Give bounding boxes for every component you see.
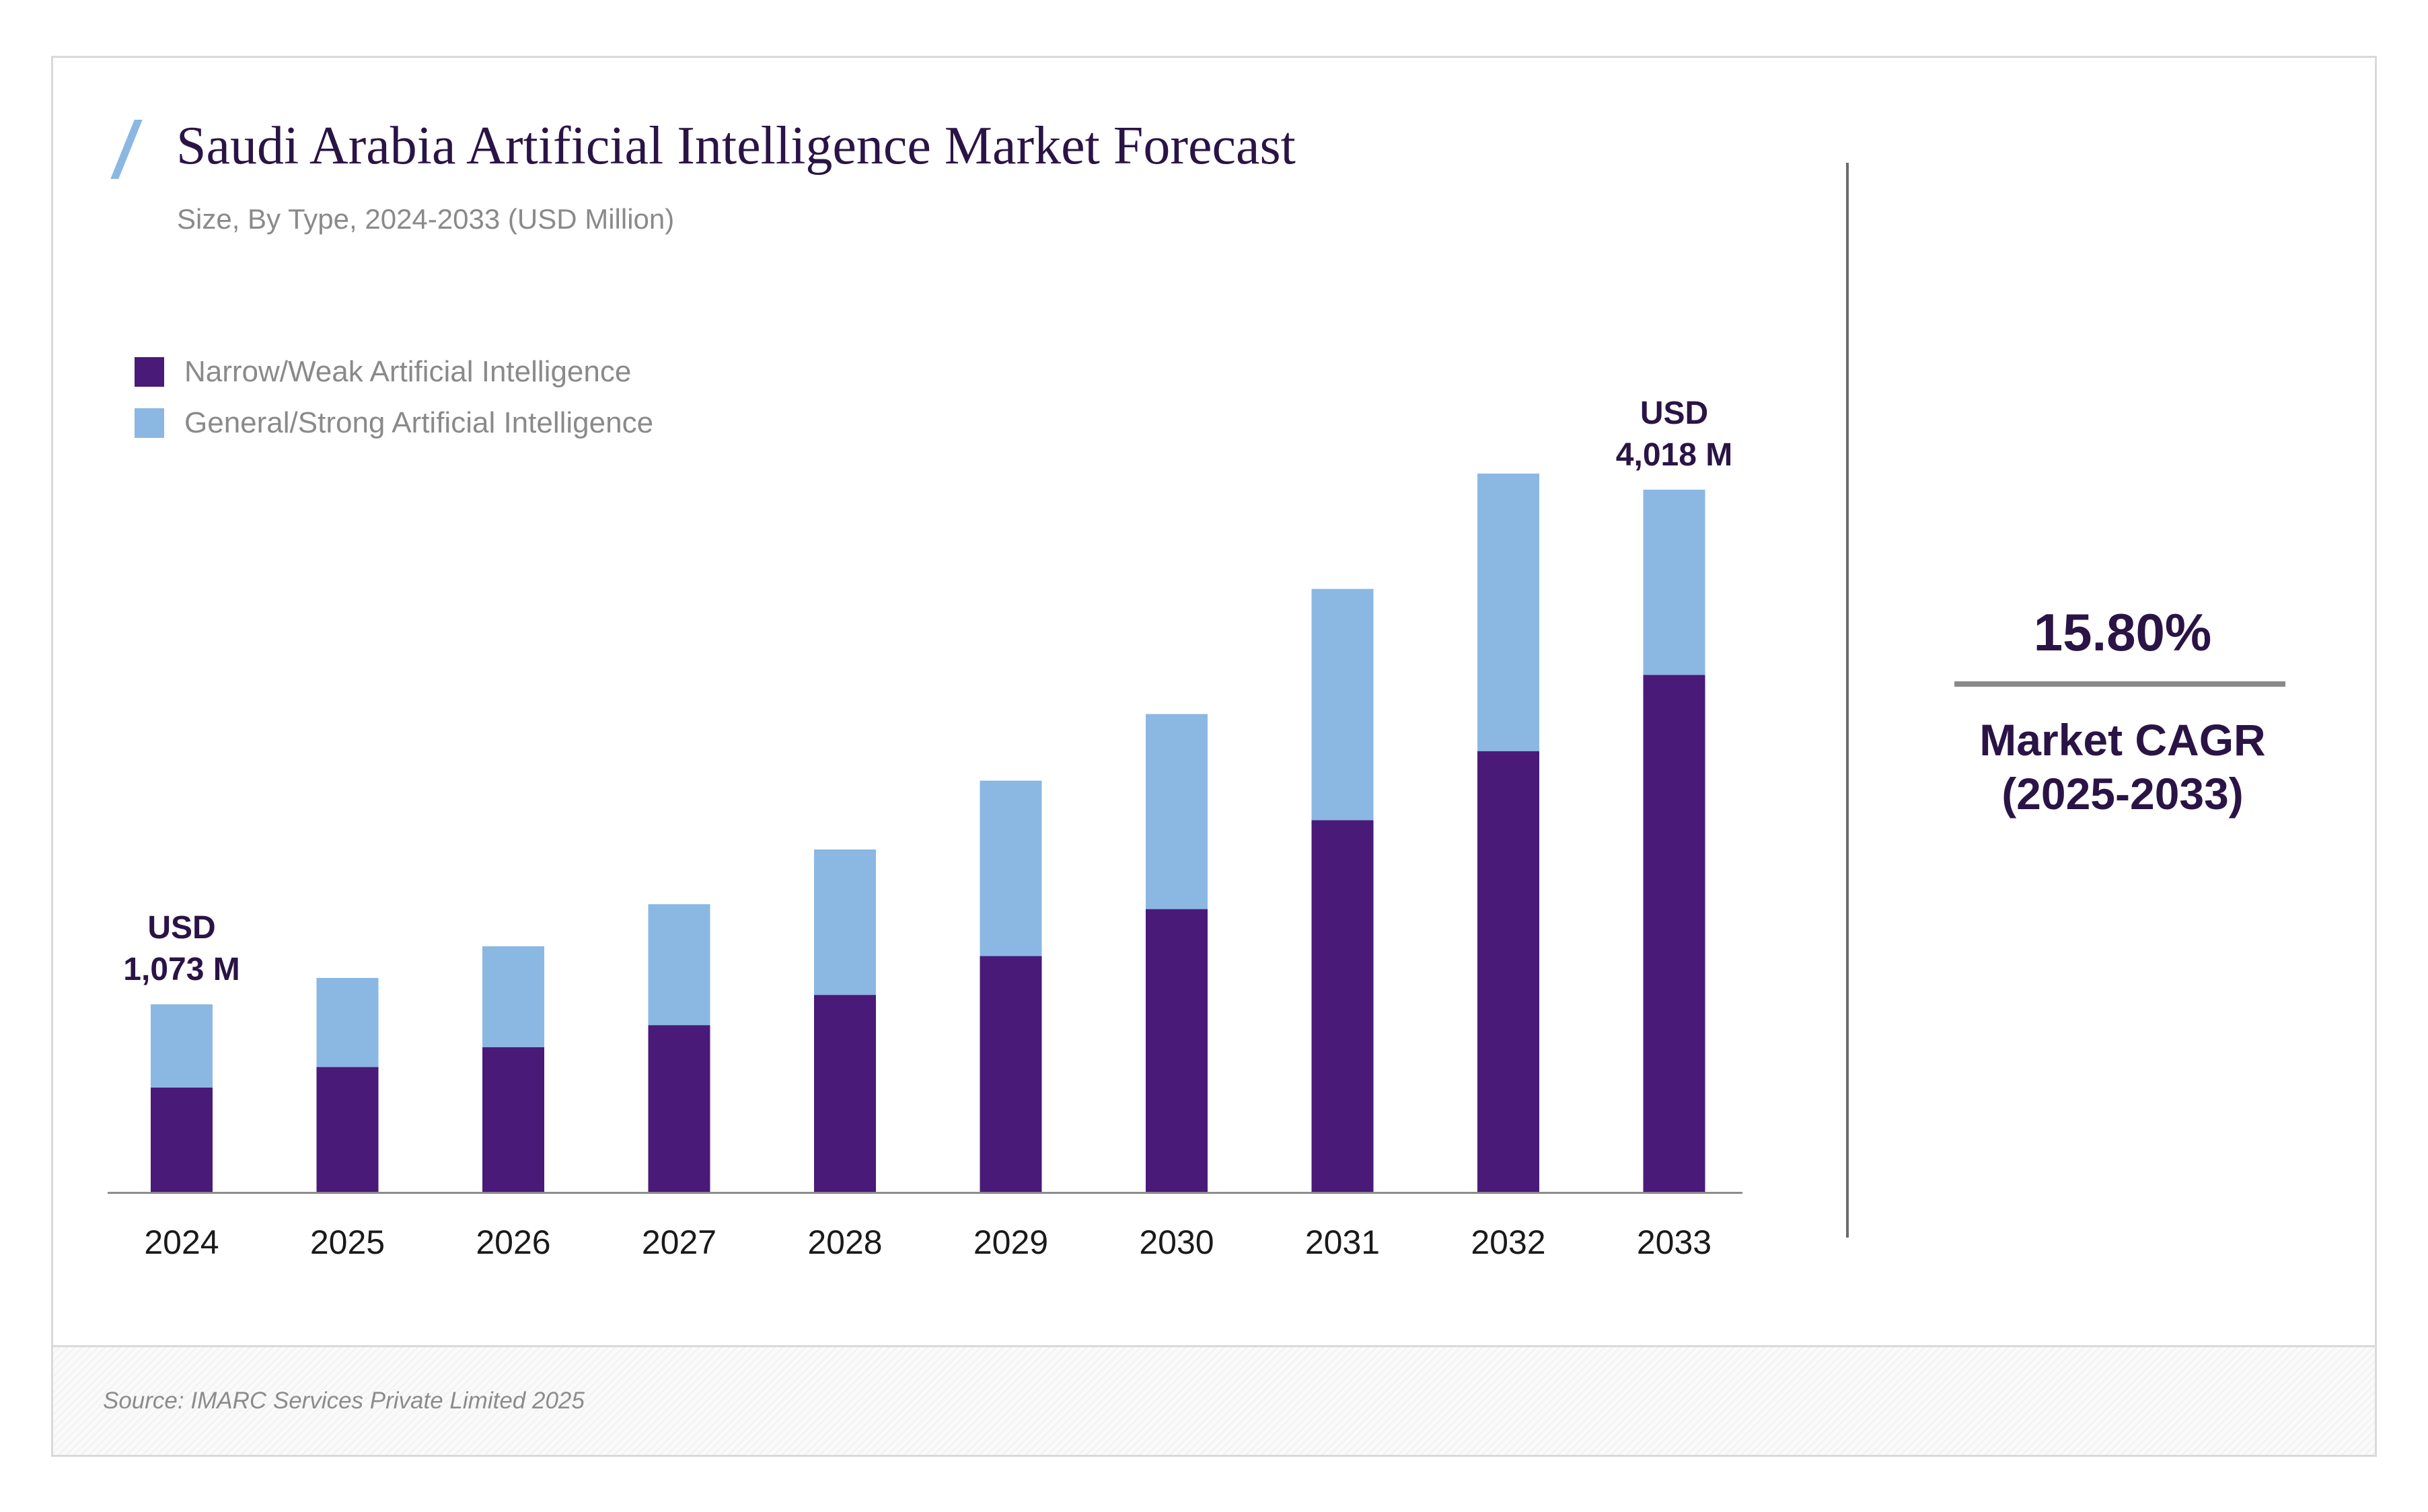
bar-2027-general-ai bbox=[648, 904, 710, 1026]
cagr-label-line1: Market CAGR bbox=[1979, 715, 2266, 765]
bar-2025-general-ai bbox=[316, 977, 379, 1067]
x-tick-label-2028: 2028 bbox=[807, 1223, 882, 1261]
bar-2031-general-ai bbox=[1311, 589, 1374, 821]
cagr-value: 15.80% bbox=[2033, 603, 2212, 662]
bar-2028-general-ai bbox=[814, 849, 876, 995]
legend-label-narrow-ai: Narrow/Weak Artificial Intelligence bbox=[184, 355, 632, 388]
bar-2026-narrow-ai bbox=[482, 1047, 544, 1192]
legend-swatch-narrow-ai bbox=[135, 357, 164, 387]
total-label-2033-line2: 4,018 M bbox=[1616, 437, 1732, 473]
x-tick-label-2030: 2030 bbox=[1139, 1223, 1214, 1261]
bar-2033-narrow-ai bbox=[1643, 675, 1705, 1192]
x-tick-label-2025: 2025 bbox=[310, 1223, 385, 1261]
bar-2032-general-ai bbox=[1477, 474, 1539, 751]
x-tick-label-2031: 2031 bbox=[1305, 1223, 1380, 1261]
chart-frame bbox=[51, 56, 2377, 1457]
total-label-2024-line1: USD bbox=[147, 910, 215, 946]
bar-2026-general-ai bbox=[482, 946, 544, 1047]
total-label-2024-line2: 1,073 M bbox=[123, 952, 240, 987]
x-tick-label-2032: 2032 bbox=[1471, 1223, 1545, 1261]
legend: Narrow/Weak Artificial Intelligence Gene… bbox=[135, 346, 653, 449]
source-note: Source: IMARC Services Private Limited 2… bbox=[103, 1388, 585, 1414]
bar-2028-narrow-ai bbox=[814, 995, 876, 1192]
cagr-label-line2: (2025-2033) bbox=[2001, 769, 2244, 819]
bar-2030-general-ai bbox=[1146, 714, 1208, 909]
bar-2032-narrow-ai bbox=[1477, 751, 1539, 1192]
x-tick-label-2029: 2029 bbox=[973, 1223, 1048, 1261]
cagr-underline bbox=[1954, 681, 2285, 687]
bar-2031-narrow-ai bbox=[1311, 820, 1374, 1192]
bar-2025-narrow-ai bbox=[316, 1067, 379, 1192]
bar-2024-general-ai bbox=[151, 1004, 213, 1088]
bar-2024-narrow-ai bbox=[151, 1087, 213, 1192]
x-tick-label-2024: 2024 bbox=[144, 1223, 219, 1261]
bar-2029-narrow-ai bbox=[980, 956, 1042, 1192]
legend-label-general-ai: General/Strong Artificial Intelligence bbox=[184, 406, 654, 439]
x-tick-label-2033: 2033 bbox=[1637, 1223, 1712, 1261]
total-label-2033-line1: USD bbox=[1640, 395, 1708, 431]
bar-2029-general-ai bbox=[980, 780, 1042, 956]
x-tick-label-2027: 2027 bbox=[642, 1223, 716, 1261]
cagr-label: Market CAGR (2025-2033) bbox=[1938, 713, 2308, 821]
legend-item-general-ai: General/Strong Artificial Intelligence bbox=[135, 398, 653, 449]
chart-title: Saudi Arabia Artificial Intelligence Mar… bbox=[176, 116, 1296, 176]
chart-subtitle: Size, By Type, 2024-2033 (USD Million) bbox=[177, 203, 675, 235]
bar-2027-narrow-ai bbox=[648, 1025, 710, 1192]
bar-2030-narrow-ai bbox=[1146, 909, 1208, 1192]
legend-item-narrow-ai: Narrow/Weak Artificial Intelligence bbox=[135, 346, 653, 398]
bar-2033-general-ai bbox=[1643, 490, 1705, 675]
legend-swatch-general-ai bbox=[135, 408, 164, 438]
vertical-divider bbox=[1846, 163, 1849, 1238]
footer: Source: IMARC Services Private Limited 2… bbox=[51, 1345, 2377, 1457]
x-tick-label-2026: 2026 bbox=[476, 1223, 550, 1261]
